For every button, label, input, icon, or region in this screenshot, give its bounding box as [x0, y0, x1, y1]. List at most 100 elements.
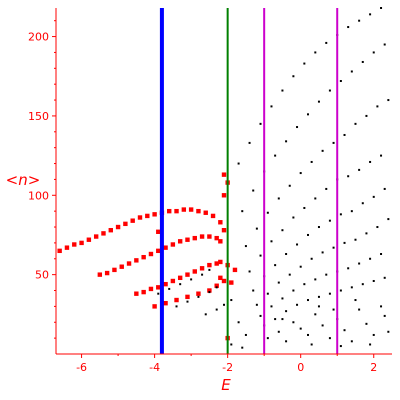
data-point — [170, 242, 176, 247]
data-point — [115, 224, 121, 230]
data-point — [156, 229, 161, 234]
data-point — [285, 140, 288, 143]
x-tick-label: -2 — [222, 361, 233, 374]
data-point — [332, 141, 335, 144]
data-point — [350, 70, 353, 73]
data-point — [307, 113, 309, 116]
data-point — [321, 324, 324, 327]
data-point — [57, 248, 62, 254]
data-point — [214, 235, 219, 241]
data-point — [218, 239, 223, 244]
data-point — [255, 227, 258, 230]
data-point — [148, 286, 154, 292]
data-point — [168, 287, 171, 290]
data-point — [196, 291, 201, 296]
data-point — [221, 278, 227, 284]
data-point — [270, 305, 273, 308]
data-point — [347, 175, 350, 178]
data-point — [218, 259, 223, 265]
series-1 — [157, 7, 390, 349]
data-point — [101, 231, 106, 236]
x-tick-label: 0 — [297, 361, 304, 374]
data-point — [354, 122, 357, 125]
data-point — [167, 208, 172, 214]
data-point — [177, 239, 183, 244]
data-point — [365, 114, 368, 117]
data-point — [174, 297, 179, 303]
data-point — [277, 281, 280, 284]
data-point — [174, 208, 179, 214]
data-point — [369, 160, 372, 163]
data-point — [317, 305, 320, 308]
data-point — [252, 289, 255, 292]
data-point — [317, 100, 320, 103]
data-point — [266, 292, 269, 295]
data-point — [299, 265, 302, 268]
data-point — [285, 310, 288, 313]
data-point — [365, 322, 368, 325]
data-point — [229, 280, 234, 285]
data-point — [380, 154, 383, 157]
data-point — [281, 318, 284, 321]
data-point — [157, 292, 160, 295]
x-axis-title: E — [221, 376, 231, 394]
data-point — [72, 242, 77, 247]
data-point — [369, 13, 372, 16]
data-point — [281, 297, 284, 300]
data-point — [350, 340, 353, 343]
data-point — [163, 281, 168, 287]
data-point — [270, 105, 273, 108]
data-point — [270, 240, 273, 243]
data-point — [79, 240, 84, 246]
data-point — [244, 245, 247, 248]
data-point — [328, 337, 331, 340]
data-point — [347, 267, 350, 270]
y-axis-title: <n> — [6, 171, 41, 189]
data-point — [299, 327, 302, 330]
axes-layer: -6 -4 -2 0 2 50 100 150 200 — [28, 8, 392, 374]
data-point — [64, 245, 70, 250]
data-point — [303, 62, 306, 65]
data-point — [134, 291, 139, 296]
data-point — [156, 285, 161, 290]
data-point — [339, 289, 342, 292]
data-point — [383, 314, 386, 317]
data-point — [317, 226, 320, 229]
data-point — [292, 216, 295, 219]
data-point — [170, 278, 176, 284]
data-point — [277, 330, 280, 333]
data-point — [292, 321, 295, 324]
data-point — [307, 299, 309, 302]
data-point — [196, 208, 201, 214]
data-point — [259, 122, 262, 125]
data-point — [244, 333, 247, 336]
data-point — [204, 313, 207, 316]
data-point — [141, 254, 146, 260]
y-tick-label: 50 — [35, 269, 49, 282]
data-point — [369, 257, 372, 260]
y-tick-label: 200 — [28, 31, 49, 44]
data-point — [218, 275, 223, 281]
data-point — [288, 184, 291, 187]
data-point — [207, 262, 212, 268]
data-point — [177, 275, 183, 281]
x-tick-label: -6 — [76, 361, 87, 374]
data-point — [188, 207, 194, 212]
data-point — [266, 211, 269, 214]
data-point — [358, 168, 361, 171]
data-point — [210, 213, 216, 219]
data-point — [303, 206, 306, 209]
series-0 — [57, 172, 238, 341]
data-point — [163, 301, 168, 306]
data-point — [380, 305, 383, 308]
data-point — [230, 343, 233, 346]
data-point — [383, 187, 386, 190]
data-point — [332, 246, 335, 249]
data-point — [339, 80, 342, 83]
data-point — [372, 279, 375, 282]
data-point — [185, 237, 190, 242]
data-point — [207, 288, 212, 293]
data-point — [343, 241, 346, 244]
data-point — [350, 286, 353, 289]
data-point — [307, 233, 309, 236]
